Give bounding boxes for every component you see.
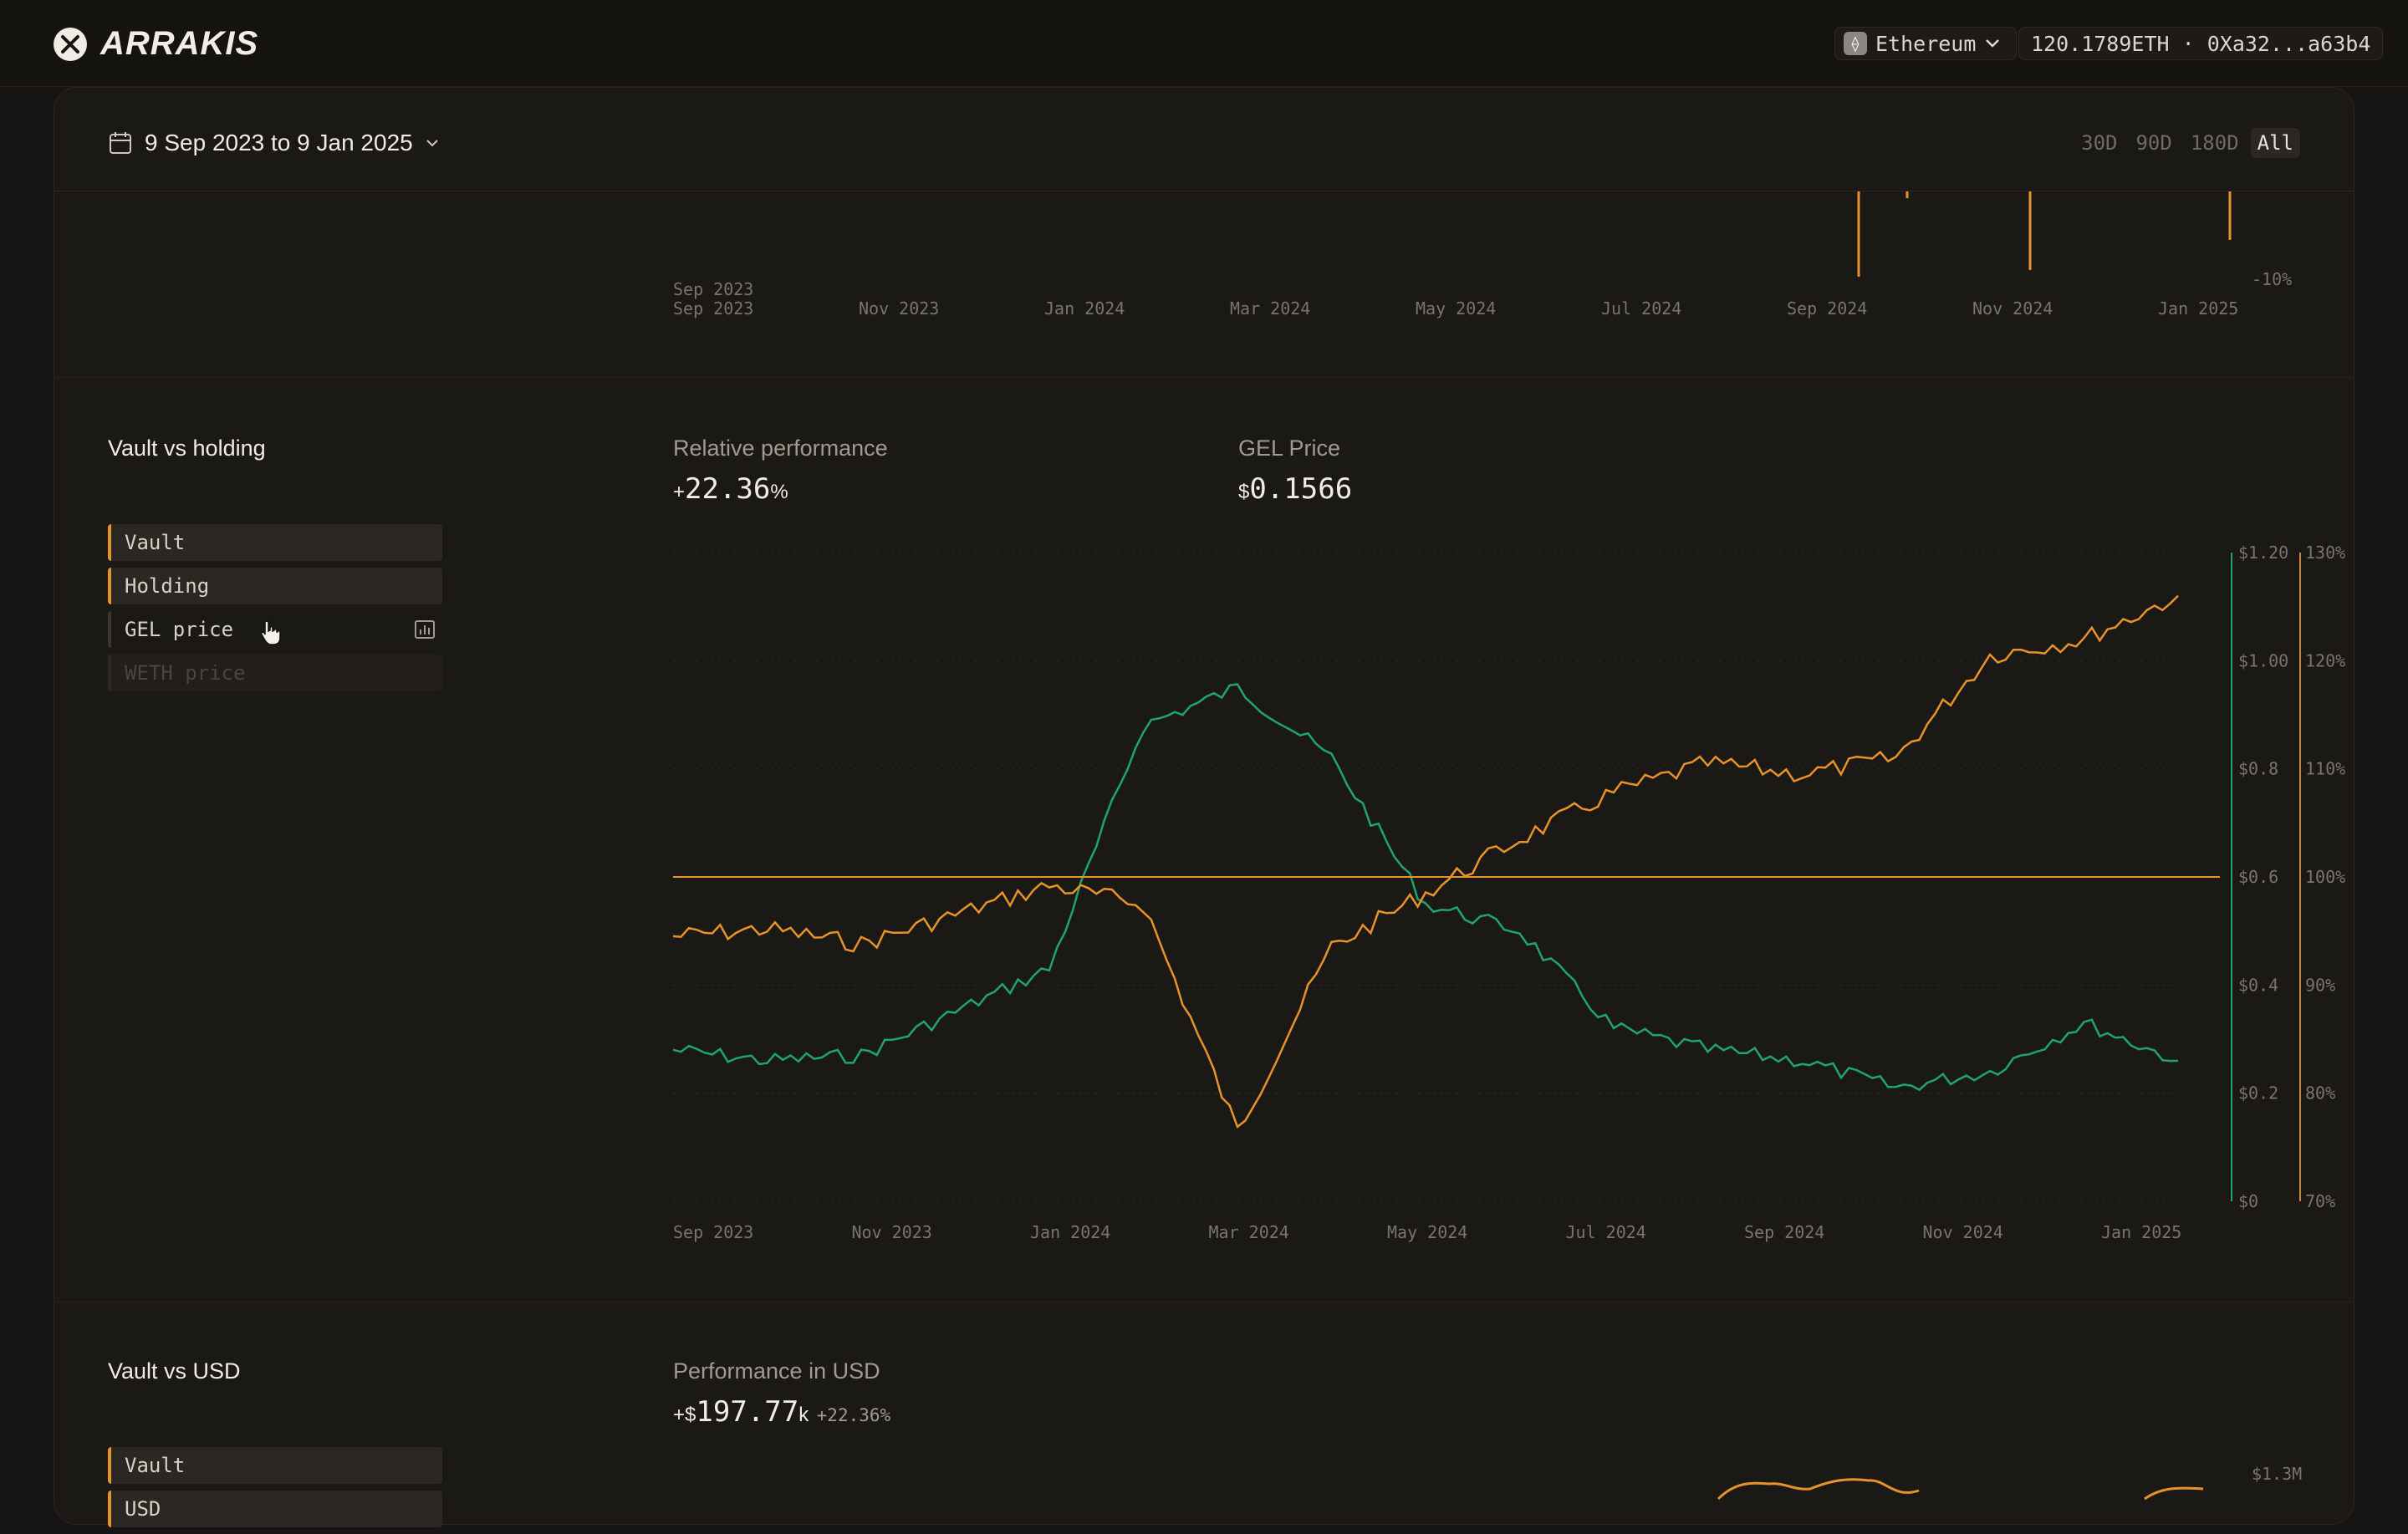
y-tick-label-usd: $0.2 bbox=[2238, 1083, 2278, 1103]
usd-chart-preview bbox=[1717, 1478, 2204, 1501]
panel-header: 9 Sep 2023 to 9 Jan 2025 30D 90D 180D Al… bbox=[54, 88, 2354, 191]
y-tick-label-usd: $0.8 bbox=[2238, 759, 2278, 779]
legend-label: Vault bbox=[125, 1454, 186, 1477]
range-all[interactable]: All bbox=[2250, 128, 2300, 158]
wallet-button[interactable]: 120.1789ETH · 0Xa32...a63b4 bbox=[2018, 27, 2384, 60]
legend-item-vault[interactable]: Vault bbox=[108, 524, 442, 561]
value-prefix: +$ bbox=[673, 1404, 696, 1426]
y-tick-label-percent: 70% bbox=[2305, 1191, 2335, 1211]
relative-performance-label: Relative performance bbox=[673, 436, 888, 461]
x-tick-label: Jan 2025 bbox=[2101, 1222, 2181, 1242]
vault-vs-holding-chart: $0 $0.2 $0.4 $0.6 $0.8 $1.00 $1.20 70% 80% 90% 100… bbox=[672, 543, 2345, 1242]
y-tick-label-percent: 100% bbox=[2305, 867, 2345, 887]
usd-performance-value: +$197.77k +22.36% bbox=[673, 1395, 890, 1429]
series-legend: Vault USD bbox=[108, 1447, 442, 1534]
x-tick-label: Jan 2025 bbox=[2158, 298, 2239, 319]
cursor-hand-icon bbox=[261, 620, 281, 645]
legend-item-gel-price[interactable]: GEL price bbox=[108, 611, 442, 648]
network-label: Ethereum bbox=[1875, 31, 1977, 56]
logo-mark-icon bbox=[54, 27, 87, 61]
y-tick-label-percent: 120% bbox=[2305, 650, 2345, 670]
analytics-panel: 9 Sep 2023 to 9 Jan 2025 30D 90D 180D Al… bbox=[54, 87, 2354, 1527]
value-number: 197.77 bbox=[696, 1395, 799, 1429]
usd-performance-label: Performance in USD bbox=[673, 1358, 880, 1384]
legend-label: Holding bbox=[125, 574, 210, 598]
legend-item-vault[interactable]: Vault bbox=[108, 1447, 442, 1484]
value-suffix: % bbox=[770, 481, 788, 503]
y-tick-label-usd: $1.20 bbox=[2238, 543, 2288, 563]
section-title: Vault vs USD bbox=[108, 1358, 241, 1384]
value-prefix: + bbox=[673, 481, 686, 503]
x-tick-label: Nov 2024 bbox=[1972, 298, 2053, 319]
x-tick-label: Jan 2024 bbox=[1030, 1222, 1110, 1242]
x-tick-label: Jul 2024 bbox=[1601, 298, 1682, 319]
y-tick-label-percent: 80% bbox=[2305, 1083, 2335, 1103]
x-tick-label: Jan 2024 bbox=[1044, 298, 1125, 319]
value-unit: k bbox=[798, 1404, 809, 1426]
legend-item-usd[interactable]: USD bbox=[108, 1491, 442, 1527]
x-tick-label: Sep 2024 bbox=[1787, 298, 1868, 319]
x-tick-label: Mar 2024 bbox=[1209, 1222, 1289, 1242]
value-prefix: $ bbox=[1238, 481, 1250, 503]
value-number: 22.36 bbox=[685, 472, 771, 506]
x-tick-label: Nov 2023 bbox=[852, 1222, 932, 1242]
y-tick-label-percent: 90% bbox=[2305, 975, 2335, 995]
section-divider bbox=[54, 377, 2354, 378]
relative-performance-value: +22.36% bbox=[673, 472, 788, 506]
x-tick-label: Nov 2024 bbox=[1923, 1222, 2003, 1242]
legend-label: GEL price bbox=[125, 618, 234, 641]
x-tick-label: Mar 2024 bbox=[1230, 298, 1311, 319]
chart-icon[interactable] bbox=[414, 619, 436, 640]
logo-wordmark: ARRAKIS bbox=[100, 25, 259, 62]
ethereum-icon: ⟠ bbox=[1844, 32, 1867, 55]
y-tick-label-usd: $0 bbox=[2238, 1191, 2258, 1211]
brand-logo[interactable]: ARRAKIS bbox=[52, 25, 258, 63]
network-selector[interactable]: ⟠ Ethereum bbox=[1834, 27, 2018, 60]
value-number: 0.1566 bbox=[1249, 472, 1353, 506]
range-30d[interactable]: 30D bbox=[2081, 131, 2118, 155]
legend-item-weth-price[interactable]: WETH price bbox=[108, 655, 442, 691]
top-x-axis: Sep 2023 Nov 2023 Jan 2024 Mar 2024 May … bbox=[673, 298, 2303, 324]
y-tick-label-percent: 110% bbox=[2305, 759, 2345, 779]
x-tick-label: Jul 2024 bbox=[1566, 1222, 1646, 1242]
y-tick-label-usd: $1.00 bbox=[2238, 650, 2288, 670]
gel-price-series-line bbox=[672, 683, 2179, 1092]
x-tick-label: Sep 2023 bbox=[673, 298, 754, 319]
x-tick-label: Sep 2023 bbox=[673, 279, 753, 299]
range-180d[interactable]: 180D bbox=[2190, 131, 2239, 155]
x-tick-label: Sep 2023 bbox=[673, 1222, 753, 1242]
x-tick-label: Nov 2023 bbox=[859, 298, 940, 319]
gel-price-label: GEL Price bbox=[1238, 436, 1341, 461]
legend-label: Vault bbox=[125, 531, 186, 554]
y-tick-label: $1.3M bbox=[2252, 1464, 2303, 1484]
drawdown-chart: -10% Sep 2023 bbox=[673, 191, 2292, 299]
series-legend: Vault Holding GEL price WETH price bbox=[108, 524, 442, 698]
vault-usd-series-line bbox=[2144, 1486, 2204, 1501]
chevron-down-icon bbox=[1986, 39, 2000, 48]
x-tick-label: May 2024 bbox=[1416, 298, 1497, 319]
date-range-label: 9 Sep 2023 to 9 Jan 2025 bbox=[145, 130, 413, 155]
vault-series-line bbox=[672, 594, 2179, 1129]
x-tick-label: Sep 2024 bbox=[1744, 1222, 1824, 1242]
legend-label: WETH price bbox=[125, 661, 246, 685]
x-axis: Sep 2023 bbox=[673, 279, 753, 299]
y-tick-label-usd: $0.6 bbox=[2238, 867, 2278, 887]
calendar-icon bbox=[110, 132, 131, 154]
chevron-down-icon bbox=[426, 140, 438, 147]
section-title: Vault vs holding bbox=[108, 436, 266, 461]
legend-item-holding[interactable]: Holding bbox=[108, 568, 442, 604]
y-tick-label-percent: 130% bbox=[2305, 543, 2345, 563]
date-range-picker[interactable]: 9 Sep 2023 to 9 Jan 2025 bbox=[108, 130, 440, 156]
y-tick-label-usd: $0.4 bbox=[2238, 975, 2278, 995]
time-range-tabs: 30D 90D 180D All bbox=[2074, 128, 2300, 158]
x-tick-label: May 2024 bbox=[1387, 1222, 1467, 1242]
vault-usd-series-line bbox=[1717, 1478, 1920, 1501]
value-sub-percent: +22.36% bbox=[816, 1405, 891, 1425]
top-bar: ARRAKIS ⟠ Ethereum 120.1789ETH · 0Xa32..… bbox=[0, 0, 2408, 87]
range-90d[interactable]: 90D bbox=[2135, 131, 2172, 155]
gel-price-value: $0.1566 bbox=[1238, 472, 1352, 506]
drawdown-bars bbox=[1857, 191, 2232, 277]
legend-label: USD bbox=[125, 1497, 161, 1521]
y-tick-label: -10% bbox=[2252, 269, 2292, 289]
